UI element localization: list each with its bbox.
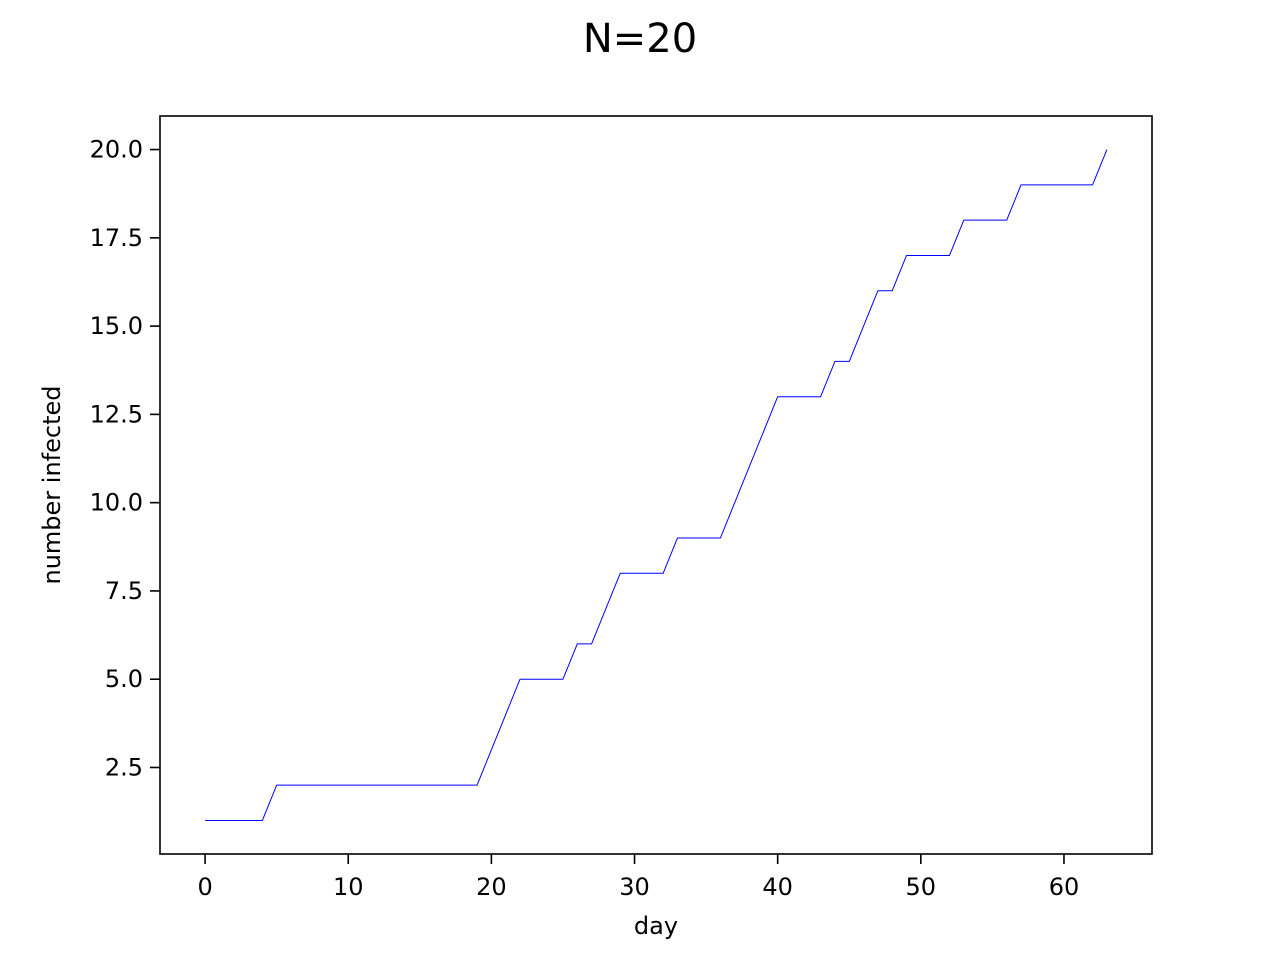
- y-axis-label: number infected: [38, 386, 66, 585]
- y-tick-label: 15.0: [90, 312, 143, 340]
- y-tick-label: 20.0: [90, 136, 143, 164]
- series-line: [205, 149, 1108, 821]
- x-tick-label: 10: [333, 873, 364, 901]
- y-axis: 2.5 5.0 7.5 10.0 12.5 15.0 17.5 20.0: [90, 136, 160, 781]
- y-tick-label: 17.5: [90, 224, 143, 252]
- chart-title: N=20: [583, 16, 697, 62]
- x-axis-label: day: [634, 912, 678, 940]
- y-tick-label: 7.5: [105, 577, 143, 605]
- plot-frame: [159, 115, 1153, 855]
- x-tick-label: 50: [906, 873, 937, 901]
- plot-area: [159, 115, 1153, 855]
- x-tick-label: 40: [762, 873, 793, 901]
- x-tick-label: 20: [476, 873, 507, 901]
- plot-background: [160, 116, 1152, 854]
- y-tick-label: 2.5: [105, 753, 143, 781]
- y-tick-label: 10.0: [90, 489, 143, 517]
- y-tick-label: 5.0: [105, 665, 143, 693]
- series-layer: [205, 149, 1108, 821]
- x-tick-label: 0: [197, 873, 212, 901]
- y-tick-label: 12.5: [90, 400, 143, 428]
- x-axis: 0 10 20 30 40 50 60: [197, 854, 1079, 901]
- x-tick-label: 60: [1049, 873, 1080, 901]
- x-tick-label: 30: [619, 873, 650, 901]
